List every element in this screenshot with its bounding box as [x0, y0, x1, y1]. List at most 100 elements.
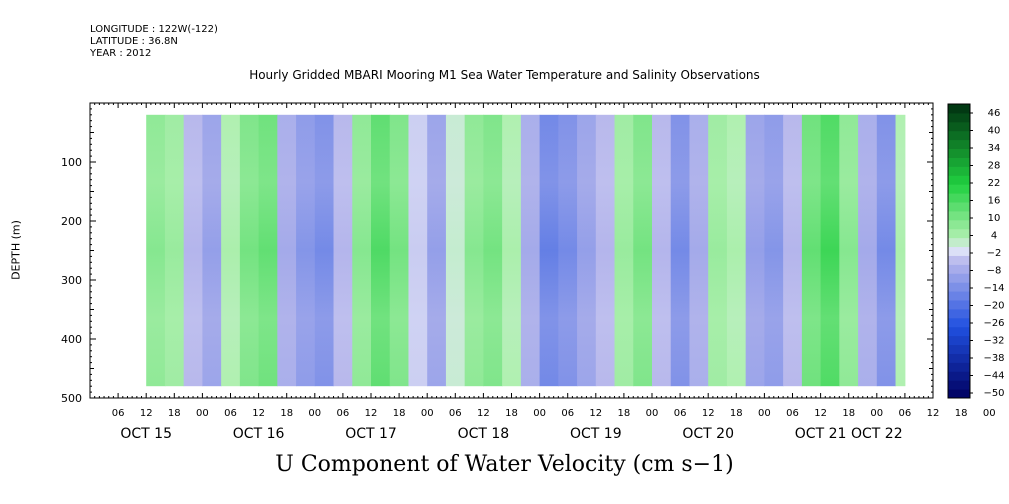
colorbar-swatch	[948, 193, 970, 203]
heatmap-band	[745, 114, 765, 387]
x-date-label: OCT 22	[851, 426, 903, 442]
heatmap-band	[708, 114, 728, 387]
x-hour-label: 18	[618, 408, 631, 419]
x-hour-label: 12	[140, 408, 153, 419]
x-hour-label: 18	[393, 408, 406, 419]
x-hour-label: 18	[730, 408, 743, 419]
x-hour-label: 00	[196, 408, 209, 419]
heatmap-band	[408, 114, 428, 387]
x-hour-label: 18	[280, 408, 293, 419]
heatmap-band	[858, 114, 878, 387]
colorbar-label: −14	[983, 283, 1004, 294]
x-hour-label: 06	[786, 408, 799, 419]
colorbar-label: −26	[983, 318, 1004, 329]
x-hour-label: 18	[955, 408, 968, 419]
x-hour-label: 06	[449, 408, 462, 419]
colorbar-swatch	[948, 264, 970, 274]
colorbar-swatch	[948, 291, 970, 301]
heatmap-fill	[146, 114, 906, 387]
x-hour-label: 00	[983, 408, 996, 419]
y-tick-label: 300	[61, 274, 82, 287]
x-hour-label: 12	[252, 408, 265, 419]
colorbar-label: 34	[988, 143, 1001, 154]
colorbar-swatch	[948, 362, 970, 372]
y-tick-label: 100	[61, 156, 82, 169]
heatmap-band	[445, 114, 466, 387]
heatmap-band	[820, 114, 840, 387]
x-hour-label: 12	[477, 408, 490, 419]
colorbar-swatch	[948, 344, 970, 354]
colorbar-swatch	[948, 380, 970, 390]
colorbar-swatch	[948, 184, 970, 194]
heatmap-band	[539, 114, 559, 387]
colorbar-swatch	[948, 300, 970, 310]
x-hour-label: 00	[870, 408, 883, 419]
colorbar-label: −20	[983, 301, 1004, 312]
colorbar-label: 4	[991, 231, 997, 242]
heatmap-band	[483, 114, 503, 387]
axes: 06 12 18 00 06 12 18 00 06 12 18 00 06 12 18 00 06 12 18 00…	[61, 102, 996, 442]
x-hour-label: 00	[646, 408, 659, 419]
colorbar-swatch	[948, 157, 970, 167]
x-hour-label: 06	[224, 408, 237, 419]
x-date-label: OCT 21	[795, 426, 847, 442]
heatmap-band	[352, 114, 372, 387]
x-hour-label: 06	[899, 408, 912, 419]
colorbar-swatch	[948, 353, 970, 363]
heatmap-band	[296, 114, 316, 387]
colorbar-swatch	[948, 175, 970, 185]
colorbar-label: −38	[983, 353, 1004, 364]
colorbar-swatch	[948, 121, 970, 132]
heatmap-band	[258, 114, 278, 387]
heatmap-band	[389, 114, 409, 387]
colorbar-label: −8	[987, 266, 1002, 277]
heatmap-band	[876, 114, 897, 387]
x-hour-label: 06	[561, 408, 574, 419]
heatmap-band	[689, 114, 709, 387]
x-date-label: OCT 16	[233, 426, 285, 442]
variable-title: U Component of Water Velocity (cm s−1)	[275, 452, 734, 477]
x-hour-label: 06	[674, 408, 687, 419]
x-hour-label: 00	[758, 408, 771, 419]
colorbar-label: −44	[983, 371, 1004, 382]
colorbar-swatch	[948, 317, 970, 328]
colorbar-swatch	[948, 148, 970, 158]
colorbar-swatch	[948, 104, 970, 114]
heatmap-band	[801, 114, 822, 387]
heatmap-band	[652, 114, 672, 387]
heatmap-band	[839, 114, 859, 387]
colorbar-swatch	[948, 130, 970, 141]
x-hour-label: 12	[814, 408, 827, 419]
x-hour-label: 12	[702, 408, 715, 419]
x-hour-label: 06	[112, 408, 125, 419]
heatmap-band	[333, 114, 353, 387]
colorbar-swatch	[948, 389, 970, 399]
y-tick-label: 500	[61, 392, 82, 405]
x-hour-label: 12	[927, 408, 940, 419]
colorbar-label: 46	[988, 108, 1001, 119]
heatmap-band	[502, 114, 522, 387]
colorbar-label: 22	[988, 178, 1001, 189]
colorbar-swatch	[948, 282, 970, 292]
x-hour-label: 00	[308, 408, 321, 419]
colorbar-swatch	[948, 166, 970, 176]
colorbar-swatch	[948, 326, 970, 337]
colorbar-swatch	[948, 210, 970, 221]
x-date-label: OCT 19	[570, 426, 622, 442]
heatmap-band	[146, 114, 166, 387]
heatmap-band	[614, 114, 634, 387]
x-hour-label: 00	[533, 408, 546, 419]
x-date-label: OCT 15	[120, 426, 172, 442]
heatmap-band	[558, 114, 578, 387]
colorbar-swatch	[948, 112, 970, 123]
heatmap-band	[221, 114, 241, 387]
colorbar-swatch	[948, 335, 970, 346]
x-hour-label: 12	[589, 408, 602, 419]
y-tick-label: 200	[61, 215, 82, 228]
colorbar-label: −32	[983, 336, 1004, 347]
x-hour-label: 18	[505, 408, 518, 419]
heatmap-band	[371, 114, 391, 387]
heatmap-band	[464, 114, 484, 387]
heatmap-band	[633, 114, 653, 387]
colorbar-swatch	[948, 237, 970, 248]
